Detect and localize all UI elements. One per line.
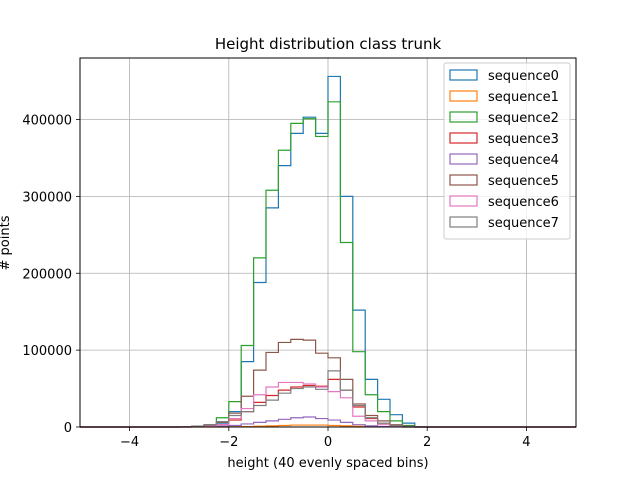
y-axis-ticks: 0 100000 200000 300000 400000 <box>22 114 80 436</box>
legend-swatch-sequence7 <box>449 216 478 228</box>
legend-box <box>443 62 571 240</box>
y-tick-label: 0 <box>64 421 72 436</box>
legend-label-sequence7: sequence7 <box>488 216 559 231</box>
legend-label-sequence5: sequence5 <box>488 174 559 189</box>
x-axis-ticks: −4 −2 0 2 4 <box>120 427 531 450</box>
legend-label-sequence0: sequence0 <box>488 69 559 84</box>
y-tick-label: 200000 <box>22 267 72 282</box>
legend-label-sequence6: sequence6 <box>488 195 559 210</box>
y-tick-label: 300000 <box>22 190 72 205</box>
legend-label-sequence4: sequence4 <box>488 153 559 168</box>
x-tick-label: −4 <box>120 435 139 450</box>
y-tick-label: 400000 <box>22 114 72 129</box>
legend-swatch-sequence4 <box>449 153 478 165</box>
legend-swatch-sequence1 <box>449 90 478 102</box>
legend-swatch-sequence3 <box>449 132 478 144</box>
legend-label-sequence1: sequence1 <box>488 90 559 105</box>
legend-swatch-sequence6 <box>449 195 478 207</box>
x-tick-label: 2 <box>423 435 431 450</box>
x-tick-label: 4 <box>522 435 530 450</box>
x-tick-label: −2 <box>219 435 238 450</box>
legend-swatch-sequence2 <box>449 111 478 123</box>
legend-label-sequence3: sequence3 <box>488 132 559 147</box>
x-axis-label: height (40 evenly spaced bins) <box>227 456 428 471</box>
y-axis-label: # points <box>0 215 13 270</box>
legend-label-sequence2: sequence2 <box>488 111 559 126</box>
legend-swatch-sequence0 <box>449 69 478 81</box>
y-tick-label: 100000 <box>22 344 72 359</box>
x-tick-label: 0 <box>324 435 332 450</box>
legend-swatch-sequence5 <box>449 174 478 186</box>
legend: sequence0 sequence1 sequence2 sequence3 sequ… <box>443 62 571 240</box>
chart-title: Height distribution class trunk <box>215 35 442 53</box>
